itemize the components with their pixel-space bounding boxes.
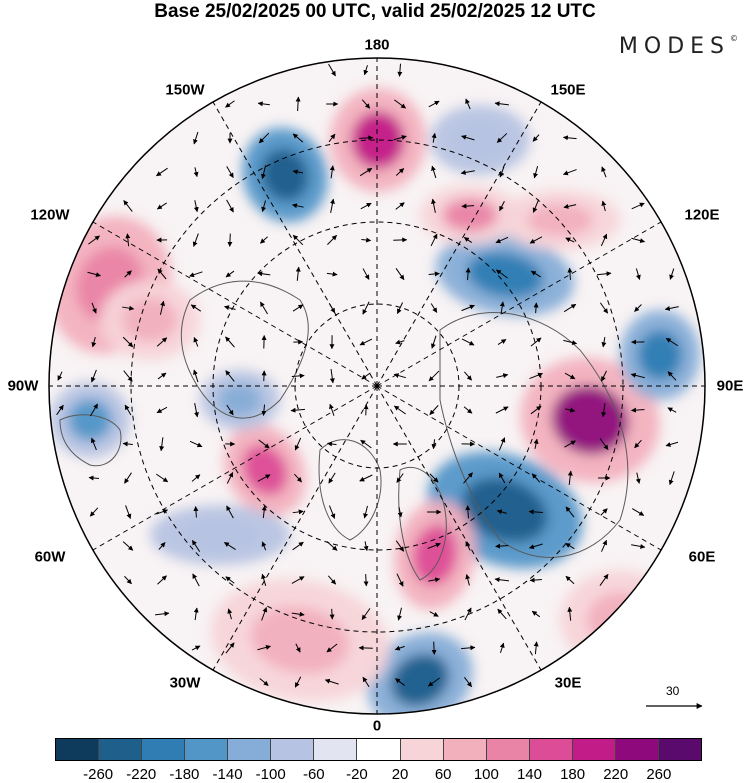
colorbar-tick-label: -140 (212, 766, 243, 783)
colorbar-tick-label: 100 (473, 766, 499, 783)
lon-label-90w: 90W (7, 377, 39, 395)
colorbar-tick-label: 220 (603, 766, 629, 783)
colorbar (55, 738, 702, 761)
colorbar-segment (228, 739, 272, 760)
field-layer (49, 58, 705, 714)
colorbar-segment (400, 739, 444, 760)
colorbar-tick-label: -180 (169, 766, 200, 783)
lon-label-0: 0 (372, 717, 382, 735)
map-boundary (48, 57, 706, 715)
lon-label-150w: 150W (165, 81, 205, 99)
colorbar-segment (314, 739, 358, 760)
colorbar-tick-label: 140 (516, 766, 542, 783)
colorbar-tick-label: 60 (434, 766, 452, 783)
colorbar-segment (443, 739, 487, 760)
colorbar-tick-label: -60 (302, 766, 325, 783)
colorbar-segment (658, 739, 701, 760)
lon-label-60w: 60W (34, 548, 66, 566)
lon-label-30e: 30E (554, 674, 582, 692)
colorbar-tick-label: -260 (83, 766, 114, 783)
colorbar-segment (142, 739, 186, 760)
colorbar-segment (357, 739, 401, 760)
map-title: Base 25/02/2025 00 UTC, valid 25/02/2025… (154, 1, 596, 22)
lon-label-150e: 150E (550, 81, 586, 99)
colorbar-segment (486, 739, 530, 760)
colorbar-segment (615, 739, 659, 760)
colorbar-tick-label: -100 (255, 766, 286, 783)
colorbar-segment (56, 739, 100, 760)
lon-label-120w: 120W (30, 206, 70, 224)
colorbar-tick-label: -220 (126, 766, 157, 783)
reference-vector-label: 30 (666, 684, 680, 698)
lon-label-60e: 60E (688, 548, 716, 566)
colorbar-segment (271, 739, 315, 760)
lon-label-120e: 120E (684, 206, 720, 224)
colorbar-tick-labels: -260 -220 -180 -140 -100 -60 -20 20 60 100 140 180 2… (55, 766, 702, 783)
colorbar-tick-label: 180 (560, 766, 586, 783)
colorbar-tick-label: -20 (346, 766, 368, 783)
colorbar-segment (529, 739, 573, 760)
colorbar-segment (572, 739, 616, 760)
brand-logo: MODES© (618, 34, 738, 59)
lon-label-90e: 90E (716, 377, 744, 395)
lon-label-180: 180 (364, 36, 390, 54)
lon-label-30w: 30W (169, 674, 201, 692)
colorbar-segment (185, 739, 229, 760)
colorbar-segment (99, 739, 143, 760)
colorbar-tick-label: 260 (646, 766, 672, 783)
colorbar-tick-label: 20 (391, 766, 409, 783)
